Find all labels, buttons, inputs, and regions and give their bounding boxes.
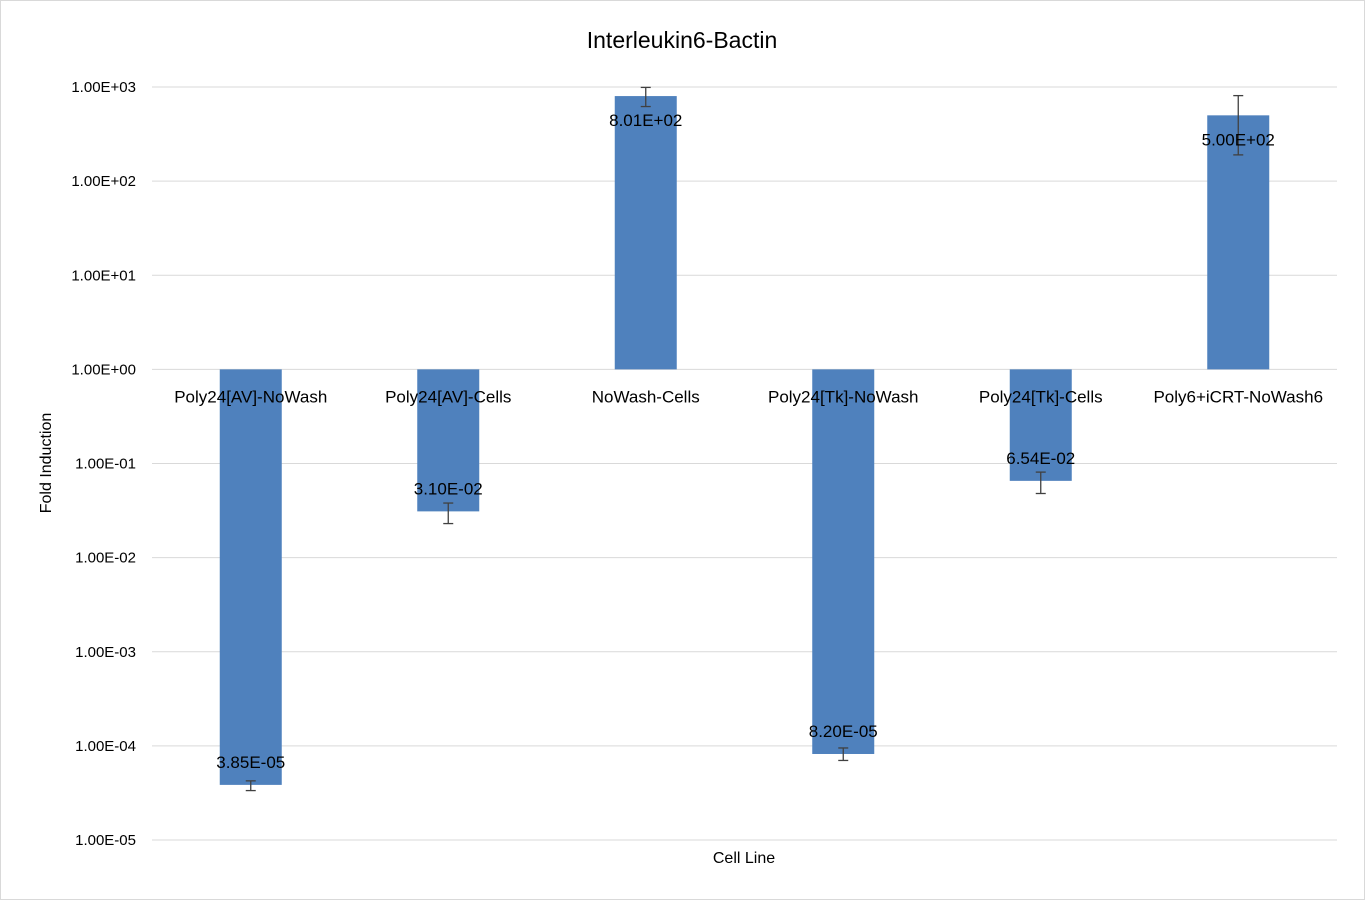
data-labels: 3.85E-05 3.10E-02 8.01E+02 8.20E-05 6.54E-02… bbox=[216, 111, 1275, 772]
category-labels: Poly24[AV]-NoWash Poly24[AV]-Cells NoWash-… bbox=[174, 387, 1323, 406]
data-label: 8.20E-05 bbox=[809, 722, 878, 741]
y-tick-label: 1.00E+02 bbox=[71, 173, 136, 190]
category-label: Poly24[Tk]-Cells bbox=[979, 387, 1103, 406]
bar bbox=[1009, 369, 1072, 481]
category-label: Poly24[Tk]-NoWash bbox=[768, 387, 919, 406]
bar bbox=[614, 96, 677, 370]
category-label: Poly6+iCRT-NoWash6 bbox=[1153, 387, 1323, 406]
x-axis-title: Cell Line bbox=[713, 850, 775, 867]
data-label: 3.10E-02 bbox=[414, 479, 483, 498]
y-tick-label: 1.00E-04 bbox=[75, 738, 136, 755]
data-label: 8.01E+02 bbox=[609, 111, 682, 130]
chart-title: Interleukin6-Bactin bbox=[587, 27, 778, 53]
data-label: 5.00E+02 bbox=[1202, 130, 1275, 149]
y-tick-label: 1.00E-01 bbox=[75, 456, 136, 473]
y-tick-label: 1.00E+01 bbox=[71, 267, 136, 284]
gridlines bbox=[152, 86, 1337, 841]
y-tick-label: 1.00E-02 bbox=[75, 550, 136, 567]
bar bbox=[219, 369, 282, 785]
y-tick-label: 1.00E+00 bbox=[71, 361, 136, 378]
bars bbox=[219, 96, 1270, 785]
category-label: Poly24[AV]-Cells bbox=[385, 387, 511, 406]
y-axis-ticks: 1.00E+03 1.00E+02 1.00E+01 1.00E+00 1.00E-01… bbox=[71, 79, 136, 849]
y-tick-label: 1.00E-03 bbox=[75, 644, 136, 661]
data-label: 6.54E-02 bbox=[1006, 449, 1075, 468]
bar bbox=[417, 369, 480, 512]
y-tick-label: 1.00E-05 bbox=[75, 832, 136, 849]
bar bbox=[1207, 115, 1270, 370]
error-bars bbox=[245, 86, 1244, 792]
y-tick-label: 1.00E+03 bbox=[71, 79, 136, 96]
category-label: NoWash-Cells bbox=[592, 387, 700, 406]
y-axis-title: Fold Induction bbox=[38, 413, 55, 514]
data-label: 3.85E-05 bbox=[216, 753, 285, 772]
bar bbox=[812, 369, 875, 754]
category-label: Poly24[AV]-NoWash bbox=[174, 387, 327, 406]
